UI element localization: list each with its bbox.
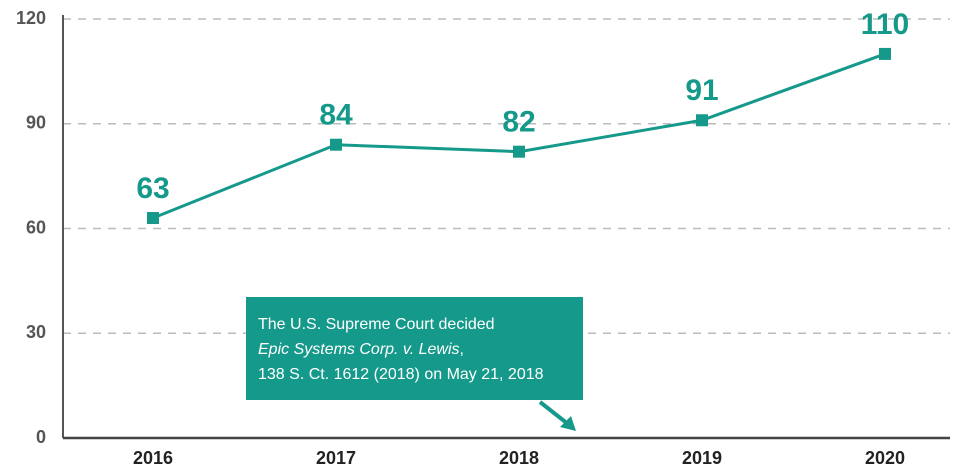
point	[147, 212, 159, 225]
annotation-arrow	[538, 400, 570, 426]
y-tick-label: 120	[16, 8, 46, 28]
x-tick-label: 2020	[865, 448, 905, 465]
point	[513, 145, 525, 158]
x-tick-label: 2019	[682, 448, 722, 465]
point	[330, 138, 342, 151]
y-tick-label: 0	[36, 427, 46, 447]
annotation-line: The U.S. Supreme Court decided	[258, 316, 495, 333]
annotation-line: Epic Systems Corp. v. Lewis,	[258, 341, 464, 358]
x-tick-label: 2016	[133, 448, 173, 465]
annotation-case: Epic Systems Corp. v. Lewis	[258, 341, 460, 358]
y-tick-label: 90	[26, 113, 46, 133]
data-label: 82	[502, 106, 535, 139]
annotation-comma: ,	[460, 341, 464, 358]
annotation-line: 138 S. Ct. 1612 (2018) on May 21, 2018	[258, 366, 544, 383]
data-label: 84	[319, 99, 353, 132]
data-label: 91	[685, 74, 718, 107]
data-label: 110	[861, 8, 909, 41]
x-tick-label: 2018	[499, 448, 539, 465]
y-tick-label: 60	[26, 217, 46, 237]
point	[879, 47, 891, 60]
annotation-box	[246, 297, 583, 400]
data-label: 63	[136, 172, 169, 205]
annotation-arrowhead	[560, 416, 576, 431]
point	[696, 114, 708, 127]
y-tick-label: 30	[26, 322, 46, 342]
x-tick-label: 2017	[316, 448, 356, 465]
